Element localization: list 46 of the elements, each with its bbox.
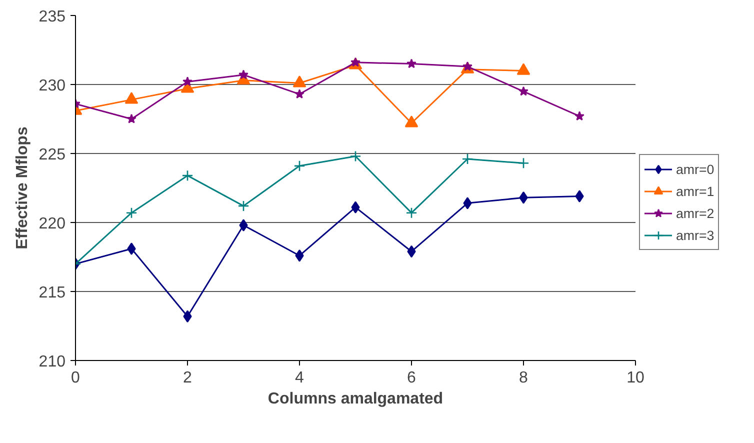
point xyxy=(575,190,584,202)
x-tick-label: 0 xyxy=(71,370,80,386)
point xyxy=(406,207,418,218)
y-axis-title: Effective Mflops xyxy=(14,126,31,250)
y-tick-label: 235 xyxy=(38,8,66,26)
y-tick-label: 225 xyxy=(38,146,66,164)
point xyxy=(238,200,250,212)
point xyxy=(519,192,528,204)
x-tick-label: 6 xyxy=(407,370,416,386)
point xyxy=(239,219,248,232)
point xyxy=(294,160,306,172)
point xyxy=(350,150,362,162)
point xyxy=(182,170,194,182)
point xyxy=(463,197,472,210)
point xyxy=(518,158,530,169)
legend-label: amr=3 xyxy=(676,228,714,242)
x-tick-label: 4 xyxy=(295,370,304,386)
point xyxy=(126,207,138,218)
y-tick-label: 210 xyxy=(38,354,66,370)
y-tick-label: 220 xyxy=(38,216,66,232)
point xyxy=(183,310,192,322)
x-tick-label: 10 xyxy=(626,370,644,386)
point xyxy=(462,153,474,165)
point xyxy=(351,201,360,214)
legend-label: amr=1 xyxy=(676,184,714,198)
point xyxy=(404,116,418,128)
legend-label: amr=2 xyxy=(676,206,714,220)
y-tick-label: 215 xyxy=(38,284,66,302)
point xyxy=(124,92,138,104)
x-tick-label: 8 xyxy=(519,370,528,386)
point xyxy=(126,114,136,124)
point xyxy=(462,61,472,71)
point xyxy=(127,242,136,255)
point xyxy=(516,63,530,75)
y-tick-label: 230 xyxy=(38,78,66,94)
legend-label: amr=0 xyxy=(676,162,714,176)
x-axis-title: Columns amalgamated xyxy=(268,390,444,408)
point xyxy=(294,89,304,98)
point xyxy=(350,57,360,67)
point xyxy=(574,111,584,121)
point xyxy=(238,70,248,80)
point xyxy=(518,86,528,96)
point xyxy=(292,76,306,88)
point xyxy=(406,58,416,68)
point xyxy=(182,76,192,86)
x-tick-label: 2 xyxy=(183,370,192,386)
